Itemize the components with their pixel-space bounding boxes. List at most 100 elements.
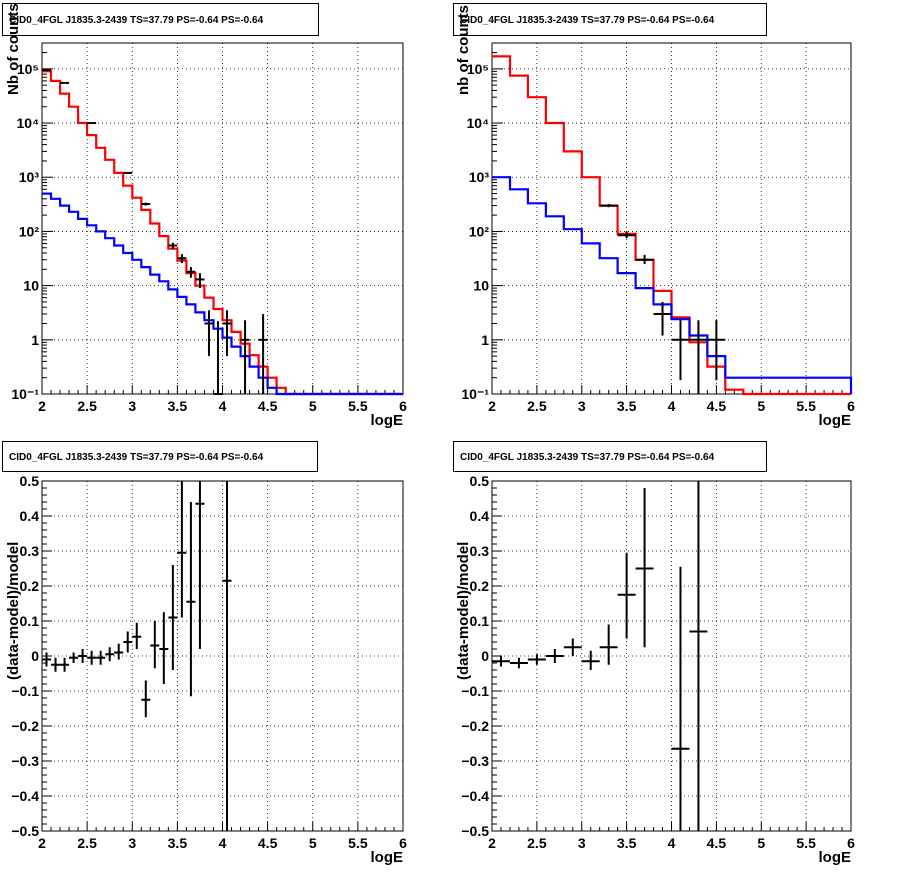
data-point bbox=[105, 647, 115, 662]
y-tick-label: 0.5 bbox=[470, 473, 490, 489]
data-point bbox=[222, 310, 232, 357]
y-tick-label: 0 bbox=[31, 648, 39, 664]
y-axis-label: (data-model)/model bbox=[455, 542, 472, 680]
data-point bbox=[42, 652, 52, 667]
y-tick-label: −0.5 bbox=[11, 823, 39, 839]
y-tick-label: −0.5 bbox=[461, 823, 489, 839]
y-tick-label: 0.5 bbox=[20, 473, 40, 489]
data-point bbox=[581, 650, 600, 670]
data-point bbox=[141, 202, 151, 206]
x-tick-label: 2.5 bbox=[77, 835, 97, 851]
data-point bbox=[186, 502, 196, 697]
data-point bbox=[707, 320, 726, 381]
data-point bbox=[195, 273, 205, 289]
x-axis-label: logE bbox=[819, 412, 852, 429]
chart-panel-4: CID0_4FGL J1835.3-2439 TS=37.79 PS=-0.64… bbox=[453, 441, 855, 866]
x-tick-label: 3 bbox=[578, 398, 586, 414]
y-tick-label: −0.4 bbox=[461, 788, 489, 804]
data-point bbox=[78, 649, 88, 663]
x-tick-label: 4 bbox=[668, 835, 676, 851]
x-tick-label: 3 bbox=[128, 835, 136, 851]
y-tick-label: 0.2 bbox=[470, 578, 490, 594]
y-axis-label: nb of counts bbox=[455, 5, 472, 95]
y-tick-label: −0.2 bbox=[461, 718, 489, 734]
x-axis-label: logE bbox=[371, 849, 404, 866]
y-tick-label: 0.3 bbox=[20, 543, 40, 559]
x-tick-label: 6 bbox=[399, 398, 407, 414]
y-tick-label: 0.3 bbox=[470, 543, 490, 559]
y-tick-label: −0.3 bbox=[11, 753, 39, 769]
y-tick-label: −0.2 bbox=[11, 718, 39, 734]
y-tick-label: 0.1 bbox=[20, 613, 40, 629]
x-tick-label: 2 bbox=[488, 835, 496, 851]
data-point bbox=[599, 204, 618, 208]
x-tick-label: 2 bbox=[488, 398, 496, 414]
x-tick-label: 2 bbox=[38, 398, 46, 414]
data-point bbox=[177, 481, 187, 618]
data-point bbox=[671, 320, 690, 381]
y-tick-label: 10⁵ bbox=[17, 61, 39, 77]
y-tick-label: −0.1 bbox=[461, 683, 489, 699]
x-tick-label: 2.5 bbox=[527, 835, 547, 851]
x-tick-label: 4.5 bbox=[707, 835, 727, 851]
data-point bbox=[222, 481, 232, 831]
x-tick-label: 6 bbox=[847, 398, 855, 414]
data-point bbox=[653, 301, 672, 336]
data-point bbox=[141, 680, 151, 718]
x-tick-label: 4 bbox=[219, 398, 227, 414]
x-tick-label: 4.5 bbox=[258, 835, 278, 851]
x-tick-label: 5.5 bbox=[796, 398, 816, 414]
y-tick-label: 0.1 bbox=[470, 613, 490, 629]
y-tick-label: 10⁴ bbox=[467, 115, 490, 131]
y-axis-label: (data-model)/model bbox=[5, 542, 22, 680]
x-tick-label: 5 bbox=[757, 398, 765, 414]
data-point bbox=[69, 652, 79, 663]
data-point bbox=[132, 622, 142, 649]
y-tick-label: 10 bbox=[23, 278, 39, 294]
x-tick-label: 3.5 bbox=[617, 835, 637, 851]
x-tick-label: 2.5 bbox=[527, 398, 547, 414]
title-box bbox=[453, 3, 767, 36]
data-point bbox=[240, 320, 250, 394]
data-point bbox=[114, 643, 124, 660]
data-point bbox=[168, 565, 178, 670]
series-step-line-2 bbox=[492, 176, 853, 394]
y-tick-label: 0 bbox=[481, 648, 489, 664]
x-tick-label: 3.5 bbox=[168, 398, 188, 414]
data-point bbox=[689, 481, 708, 831]
data-point bbox=[177, 254, 187, 264]
x-tick-label: 3.5 bbox=[168, 835, 188, 851]
x-tick-label: 5.5 bbox=[796, 835, 816, 851]
data-point bbox=[527, 654, 546, 665]
data-point bbox=[689, 320, 708, 394]
y-tick-label: 10² bbox=[469, 223, 490, 239]
x-tick-label: 3 bbox=[128, 398, 136, 414]
y-tick-label: 10³ bbox=[469, 169, 490, 185]
data-point bbox=[96, 650, 106, 665]
x-tick-label: 3 bbox=[578, 835, 586, 851]
y-tick-label: 10² bbox=[19, 223, 40, 239]
x-tick-label: 4 bbox=[219, 835, 227, 851]
x-tick-label: 6 bbox=[399, 835, 407, 851]
y-tick-label: 10 bbox=[473, 278, 489, 294]
y-tick-label: −0.1 bbox=[11, 683, 39, 699]
y-tick-label: −0.4 bbox=[11, 788, 39, 804]
y-tick-label: 0.2 bbox=[20, 578, 40, 594]
x-tick-label: 5 bbox=[757, 835, 765, 851]
chart-title: CID0_4FGL J1835.3-2439 TS=37.79 PS=-0.64… bbox=[460, 452, 715, 463]
data-point bbox=[204, 310, 214, 357]
series-step-line-1 bbox=[42, 70, 403, 396]
data-point bbox=[168, 242, 178, 249]
data-point bbox=[60, 657, 70, 672]
title-box bbox=[453, 441, 767, 472]
chart-panel-2: CID0_4FGL J1835.3-2439 TS=37.79 PS=-0.64… bbox=[453, 3, 855, 429]
chart-panel-1: CID0_4FGL J1835.3-2439 TS=37.79 PS=-0.64… bbox=[2, 3, 407, 429]
y-tick-label: 10⁵ bbox=[467, 61, 489, 77]
title-box bbox=[2, 3, 319, 36]
data-point bbox=[492, 656, 510, 667]
y-tick-label: 1 bbox=[481, 332, 489, 348]
x-tick-label: 5 bbox=[309, 835, 317, 851]
y-tick-label: 10⁻¹ bbox=[461, 386, 489, 402]
x-axis-label: logE bbox=[819, 849, 852, 866]
